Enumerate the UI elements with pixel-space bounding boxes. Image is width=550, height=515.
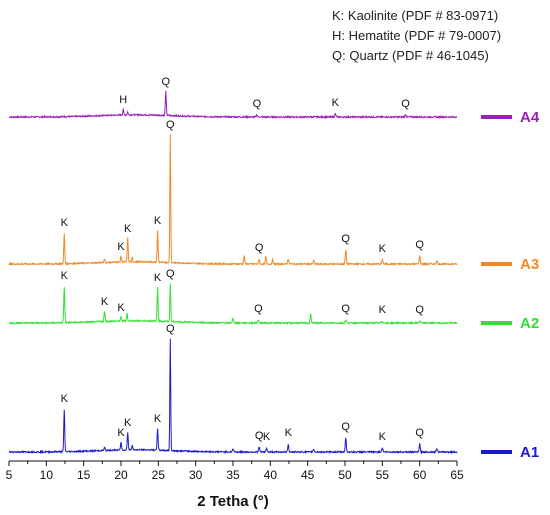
x-tick-label: 25	[152, 468, 166, 482]
series-name-a4: A4	[520, 109, 540, 126]
peak-label: K	[61, 270, 69, 282]
x-tick-label: 45	[301, 468, 315, 482]
peak-label: Q	[255, 430, 264, 442]
peak-label: Q	[401, 98, 410, 110]
peak-label: K	[379, 431, 387, 443]
series-line-a2	[8, 283, 458, 326]
x-tick-label: 40	[264, 468, 278, 482]
series-name-a1: A1	[520, 444, 539, 461]
x-tick-label: 65	[450, 468, 464, 482]
x-tick-label: 55	[376, 468, 390, 482]
peak-label: Q	[162, 76, 171, 88]
x-tick-label: 50	[338, 468, 352, 482]
x-tick-label: 15	[77, 468, 91, 482]
peak-label: K	[124, 223, 132, 235]
peak-label: H	[119, 94, 127, 106]
peak-label: K	[285, 427, 293, 439]
peak-label: K	[154, 215, 162, 227]
legend-line-quartz: Q: Quartz (PDF # 46-1045)	[332, 48, 489, 63]
peak-label: Q	[253, 98, 262, 110]
peak-label: Q	[254, 303, 263, 315]
legend: K: Kaolinite (PDF # 83-0971) H: Hematite…	[332, 8, 501, 63]
series-name-a2: A2	[520, 315, 539, 332]
x-axis: 5 10 15 20 25 30 35 40 45 50 55 60 65	[6, 460, 464, 482]
peak-label: Q	[341, 421, 350, 433]
series-a2: KK KK QQ Q K QA2	[8, 268, 539, 332]
peak-label: K	[379, 243, 387, 255]
peak-label: K	[101, 296, 109, 308]
series-a1: KKK KQQ K K QK QA1	[8, 323, 539, 461]
series-a4: H Q Q K Q A4	[8, 76, 540, 126]
peak-label: K	[61, 217, 69, 229]
x-tick-label: 35	[226, 468, 240, 482]
peak-label: K	[117, 302, 125, 314]
peak-label: Q	[415, 304, 424, 316]
x-tick-label: 60	[413, 468, 427, 482]
peak-label: Q	[166, 119, 175, 131]
peak-label: Q	[255, 242, 264, 254]
peak-label: Q	[415, 239, 424, 251]
peak-label: Q	[415, 427, 424, 439]
legend-line-hematite: H: Hematite (PDF # 79-0007)	[332, 28, 501, 43]
series-line-a4	[8, 90, 458, 120]
peak-label: K	[154, 272, 162, 284]
x-axis-title: 2 Tetha (°)	[197, 493, 269, 510]
peak-label: Q	[341, 303, 350, 315]
peak-label: K	[124, 417, 132, 429]
peak-label: Q	[166, 323, 175, 335]
peak-label: K	[379, 304, 387, 316]
peak-label: K	[61, 393, 69, 405]
peak-label: Q	[341, 233, 350, 245]
series-name-a3: A3	[520, 256, 539, 273]
x-tick-label: 10	[40, 468, 54, 482]
peak-label: K	[117, 427, 125, 439]
x-tick-label: 5	[6, 468, 13, 482]
peak-label: K	[332, 97, 340, 109]
x-tick-label: 30	[189, 468, 203, 482]
x-tick-label: 20	[114, 468, 128, 482]
peak-label: Q	[166, 268, 175, 280]
legend-line-kaolinite: K: Kaolinite (PDF # 83-0971)	[332, 8, 498, 23]
peak-label: K	[117, 241, 125, 253]
series-line-a1	[8, 338, 458, 455]
series-line-a3	[8, 134, 458, 267]
peak-label: K	[263, 431, 271, 443]
peak-label: K	[154, 413, 162, 425]
